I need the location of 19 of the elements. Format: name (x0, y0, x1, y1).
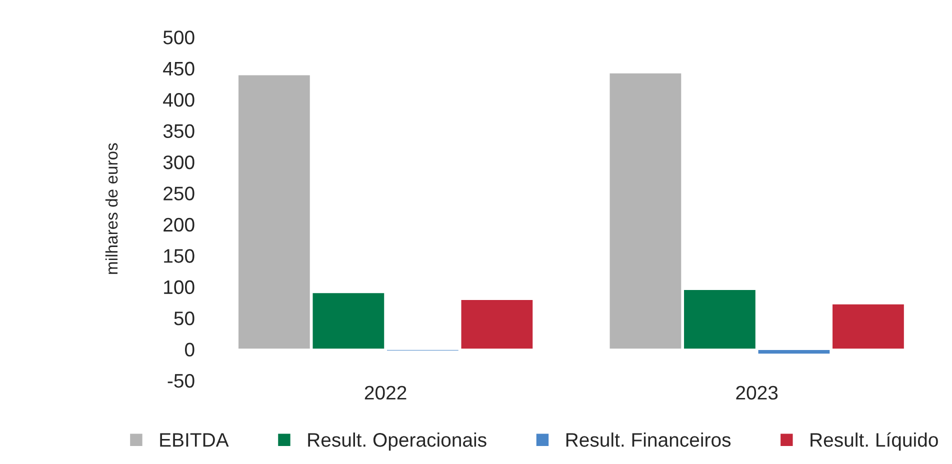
y-axis-title: milhares de euros (105, 143, 118, 274)
y-tick-label: 350 (163, 124, 194, 138)
legend-label: Result. Líquido (810, 432, 938, 451)
y-tick-label: 150 (164, 249, 194, 263)
y-tick-label: 300 (163, 155, 194, 170)
y-tick-label: 200 (164, 218, 194, 232)
y-tick-label: 500 (163, 30, 194, 44)
y-tick-label: 0 (185, 342, 194, 356)
y-tick-label: -50 (168, 374, 194, 388)
y-tick-label: 100 (164, 280, 194, 294)
legend-label: Result. Operacionais (308, 432, 486, 451)
y-tick-label: 250 (164, 186, 194, 200)
y-tick-label: 50 (174, 312, 194, 326)
legend-label: EBITDA (160, 433, 229, 447)
x-tick-label: 2022 (364, 386, 406, 400)
y-tick-label: 450 (163, 62, 194, 76)
legend-label: Result. Financeiros (566, 432, 731, 447)
y-tick-label: 400 (163, 93, 194, 107)
x-tick-label: 2023 (736, 386, 778, 400)
